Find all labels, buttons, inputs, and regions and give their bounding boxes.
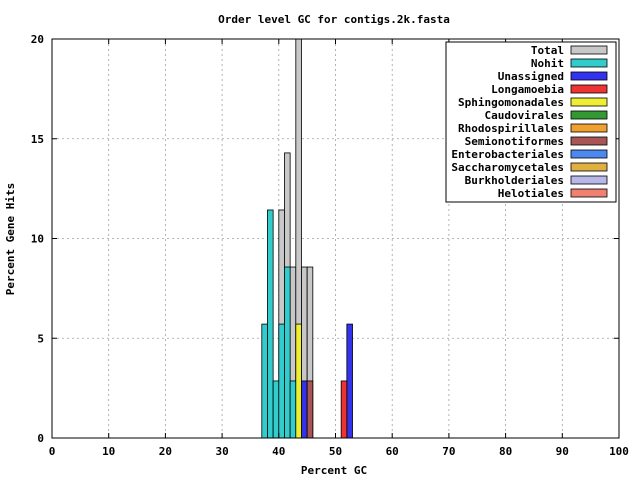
legend-label: Helotiales — [498, 187, 564, 200]
legend-label: Saccharomycetales — [451, 161, 564, 174]
y-axis-label: Percent Gene Hits — [4, 183, 17, 296]
legend-swatch — [570, 149, 608, 159]
bar-nohit — [289, 380, 297, 439]
x-tick-label: 80 — [499, 445, 512, 458]
legend-swatch — [570, 84, 608, 94]
bar-unassigned — [346, 323, 353, 439]
x-tick-label: 30 — [215, 445, 228, 458]
x-tick-label: 100 — [609, 445, 629, 458]
legend-label: Semionotiformes — [465, 135, 564, 148]
legend-label: Enterobacteriales — [451, 148, 564, 161]
bar-sphingomonadales — [295, 323, 302, 439]
bar-nohit — [261, 323, 268, 439]
legend-label: Burkholderiales — [465, 174, 564, 187]
legend-swatch — [570, 110, 608, 120]
y-tick-label: 0 — [37, 432, 44, 445]
bar-longamoebia — [340, 380, 348, 439]
legend-label: Rhodospirillales — [458, 122, 564, 135]
x-tick-label: 20 — [159, 445, 172, 458]
legend-label: Nohit — [531, 57, 564, 70]
legend-swatch — [570, 71, 608, 81]
legend-swatch — [570, 162, 608, 172]
x-tick-label: 60 — [386, 445, 399, 458]
legend-label: Unassigned — [498, 70, 564, 83]
legend-swatch — [570, 123, 608, 133]
bar-nohit — [278, 323, 285, 439]
legend-swatch — [570, 58, 608, 68]
x-axis-label: Percent GC — [301, 464, 367, 477]
bar-unassigned — [301, 380, 308, 439]
y-tick-label: 10 — [31, 233, 44, 246]
bar-nohit — [284, 266, 291, 439]
y-tick-label: 20 — [31, 33, 44, 46]
legend-box — [445, 41, 617, 203]
legend-swatch — [570, 97, 608, 107]
legend-swatch — [570, 45, 608, 55]
legend-swatch — [570, 136, 608, 146]
legend-label: Total — [531, 44, 564, 57]
y-tick-label: 5 — [37, 332, 44, 345]
bar-semionotiformes — [306, 380, 314, 439]
y-tick-label: 15 — [31, 133, 44, 146]
x-tick-label: 70 — [442, 445, 455, 458]
x-tick-label: 40 — [272, 445, 285, 458]
legend-label: Longamoebia — [491, 83, 564, 96]
legend-swatch — [570, 188, 608, 198]
legend-label: Caudovirales — [485, 109, 564, 122]
axis-ticks: 0 10 20 30 40 50 60 70 80 90 100 0 5 10 15 20 — [31, 33, 629, 458]
chart-title: Order level GC for contigs.2k.fasta — [218, 13, 450, 26]
x-tick-label: 50 — [329, 445, 342, 458]
bar-nohit — [267, 209, 274, 439]
x-tick-label: 0 — [49, 445, 56, 458]
legend-label: Sphingomonadales — [458, 96, 564, 109]
x-tick-label: 90 — [556, 445, 569, 458]
x-tick-label: 10 — [102, 445, 115, 458]
bar-nohit — [272, 380, 280, 439]
legend-swatch — [570, 175, 608, 185]
legend: TotalNohitUnassignedLongamoebiaSphingomo… — [445, 41, 617, 203]
